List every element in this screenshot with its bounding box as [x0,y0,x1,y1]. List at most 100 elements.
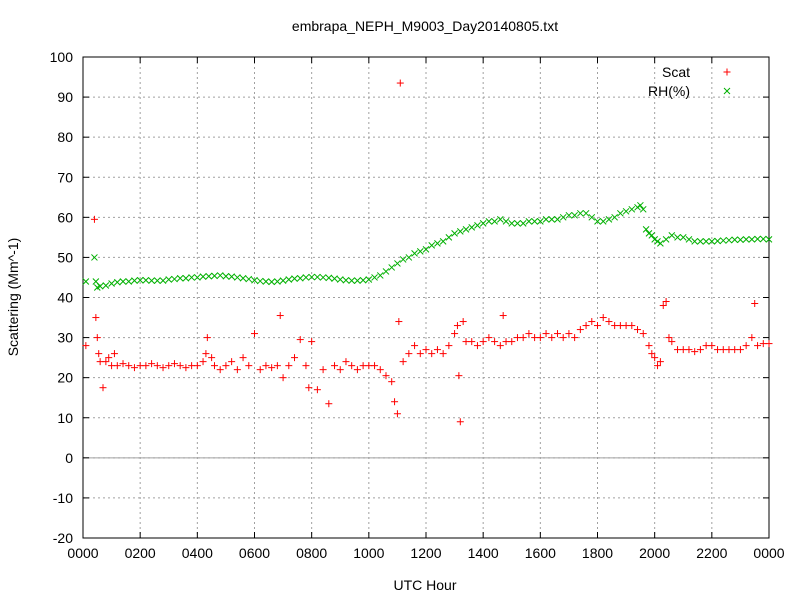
x-axis: 0000 0200 0400 0600 0800 1000 1200 1400 1600 1800… [67,57,785,561]
data-point [382,268,390,275]
data-point [748,334,756,342]
data-point [411,250,418,257]
data-point [565,330,573,338]
data-point [657,240,664,247]
data-point [554,215,561,223]
data-point [565,211,573,219]
data-point [91,254,98,261]
data-point [153,277,161,285]
data-point [199,358,207,366]
data-point [105,354,113,362]
data-point [582,209,590,217]
data-point [314,273,321,281]
data-point [639,330,647,338]
data-point [148,360,156,368]
data-point [456,418,464,426]
data-point [525,330,533,338]
data-point [239,354,247,362]
data-point [748,236,756,243]
x-tick-label: 1600 [525,545,556,561]
data-point [176,362,184,370]
data-point [193,274,201,281]
x-axis-title: UTC Hour [393,577,456,593]
data-point [199,273,207,281]
data-point [302,274,310,281]
data-point [659,302,667,310]
data-point [479,338,487,346]
data-point [639,205,647,213]
data-point [211,272,218,280]
data-point [571,211,578,219]
data-point [548,334,556,342]
data-point [736,346,744,354]
data-point [239,274,247,282]
data-point [395,318,403,326]
data-point [182,364,190,372]
data-point [302,362,310,370]
data-point [110,350,118,358]
data-point [696,346,704,354]
data-point [233,274,241,281]
x-tick-label: 1800 [582,545,613,561]
chart-title: embrapa_NEPH_M9003_Day20140805.txt [292,18,558,34]
data-point [125,362,133,370]
data-point [331,275,338,283]
data-point [685,236,693,243]
data-point [131,277,138,285]
data-point [679,234,687,241]
data-point [233,366,241,374]
data-point [445,342,453,350]
y-tick-label: 60 [57,209,73,225]
data-point [399,256,407,263]
data-point [439,350,447,358]
data-point [451,230,458,237]
data-point [656,358,664,366]
data-point [171,275,178,283]
data-point [113,278,121,286]
data-point [202,350,210,358]
data-point [434,240,441,247]
data-point [208,354,216,362]
data-point [405,254,413,261]
legend-label-rh: RH(%) [648,83,690,99]
data-point [188,274,195,281]
data-point [474,221,481,229]
data-point [382,372,390,380]
data-point [268,278,276,286]
data-point [308,273,316,281]
data-point [296,274,304,282]
data-point [99,384,107,392]
data-point [148,277,155,285]
x-tick-label: 0800 [296,545,327,561]
data-point [702,238,710,245]
data-point [617,209,624,217]
legend-marker-glyph [723,68,731,76]
data-point [685,346,693,354]
data-point [531,217,538,225]
y-tick-label: 80 [57,129,73,145]
data-point [559,334,567,342]
data-point [342,276,350,284]
data-point [108,280,115,287]
data-point [697,238,704,245]
data-point [708,238,716,245]
data-point [508,219,516,227]
data-point [553,330,561,338]
data-point [205,272,213,280]
data-point [691,238,699,245]
x-tick-label: 2000 [639,545,670,561]
data-point [588,213,596,221]
y-tick-label: -20 [53,530,73,546]
data-point [751,300,759,308]
data-point [125,278,133,285]
y-tick-label: 0 [65,450,73,466]
data-point [634,203,641,211]
y-tick-label: 30 [57,330,73,346]
data-point [571,334,579,342]
data-point [159,364,167,372]
data-point [313,386,321,394]
data-point [228,358,236,366]
data-point [628,322,636,330]
data-point [582,322,590,330]
data-point [654,362,662,370]
